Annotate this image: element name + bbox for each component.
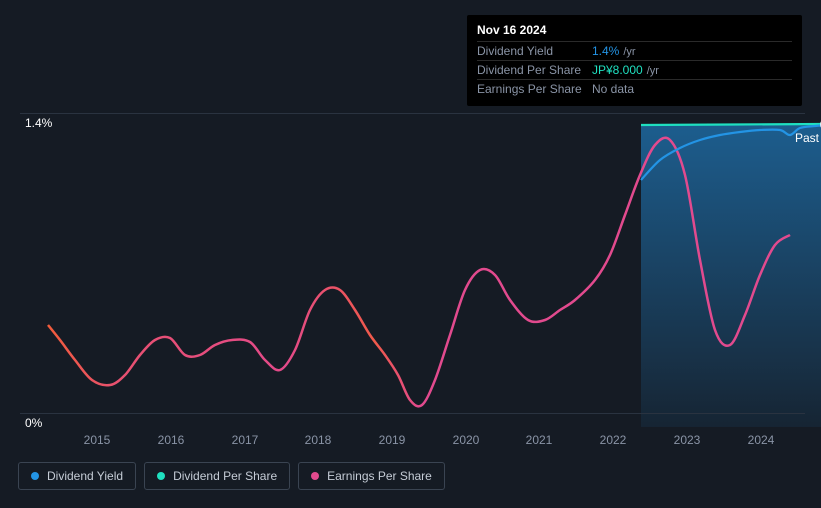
legend: Dividend Yield Dividend Per Share Earnings… <box>18 462 445 490</box>
x-tick-label: 2019 <box>379 433 406 447</box>
x-tick-label: 2020 <box>453 433 480 447</box>
legend-label: Earnings Per Share <box>327 469 432 483</box>
legend-dot-icon <box>31 472 39 480</box>
x-tick-label: 2023 <box>674 433 701 447</box>
legend-item[interactable]: Dividend Yield <box>18 462 136 490</box>
legend-item[interactable]: Dividend Per Share <box>144 462 290 490</box>
dividend-per-share-line <box>641 124 821 125</box>
highlight-band <box>641 125 821 427</box>
legend-dot-icon <box>157 472 165 480</box>
tooltip-row-label: Earnings Per Share <box>477 82 592 96</box>
tooltip-row-label: Dividend Yield <box>477 44 592 58</box>
tooltip-row-value: 1.4%/yr <box>592 44 636 58</box>
x-tick-label: 2018 <box>305 433 332 447</box>
x-tick-label: 2016 <box>158 433 185 447</box>
legend-label: Dividend Per Share <box>173 469 277 483</box>
tooltip-row-value: JP¥8.000/yr <box>592 63 659 77</box>
y-tick-label: 1.4% <box>25 116 52 130</box>
tooltip-row-label: Dividend Per Share <box>477 63 592 77</box>
x-tick-label: 2024 <box>748 433 775 447</box>
tooltip: Nov 16 2024 Dividend Yield1.4%/yrDividen… <box>467 15 802 106</box>
x-tick-label: 2017 <box>232 433 259 447</box>
gridline <box>20 413 805 414</box>
tooltip-date: Nov 16 2024 <box>477 23 792 37</box>
tooltip-row: Earnings Per ShareNo data <box>477 79 792 98</box>
legend-dot-icon <box>311 472 319 480</box>
tooltip-row: Dividend Per ShareJP¥8.000/yr <box>477 60 792 79</box>
past-label: Past <box>795 131 819 145</box>
legend-item[interactable]: Earnings Per Share <box>298 462 445 490</box>
tooltip-row-value: No data <box>592 82 634 96</box>
x-tick-label: 2015 <box>84 433 111 447</box>
gridline <box>20 113 805 114</box>
y-tick-label: 0% <box>25 416 42 430</box>
x-tick-label: 2021 <box>526 433 553 447</box>
legend-label: Dividend Yield <box>47 469 123 483</box>
tooltip-row: Dividend Yield1.4%/yr <box>477 41 792 60</box>
x-tick-label: 2022 <box>600 433 627 447</box>
